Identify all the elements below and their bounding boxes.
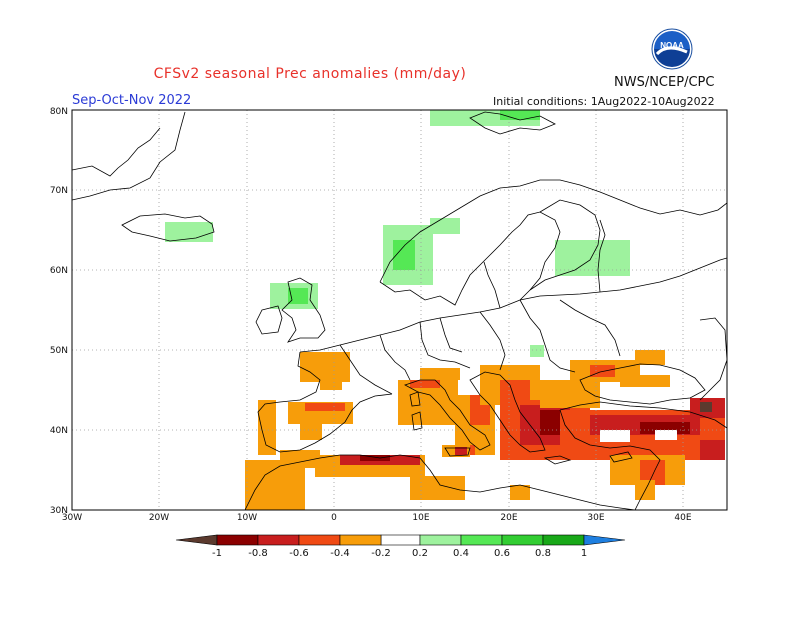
lat-label: 80N (50, 107, 68, 117)
lon-label: 30E (587, 513, 604, 523)
colorbar-label: -0.6 (289, 548, 309, 559)
colorbar-label: 1 (581, 548, 587, 559)
forecast-period: Sep-Oct-Nov 2022 (72, 93, 192, 108)
lon-label: 10W (237, 513, 257, 523)
noaa-logo: NOAA (651, 28, 693, 70)
colorbar-label: -0.4 (330, 548, 350, 559)
lon-label: 30W (62, 513, 82, 523)
lat-label: 40N (50, 426, 68, 436)
colorbar-box (542, 534, 585, 546)
agency-label: NWS/NCEP/CPC (614, 75, 715, 90)
lon-label: 40E (674, 513, 691, 523)
initial-conditions: Initial conditions: 1Aug2022-10Aug2022 (493, 95, 715, 108)
colorbar-box (257, 534, 300, 546)
svg-text:NOAA: NOAA (660, 41, 684, 50)
lon-label: 20W (149, 513, 169, 523)
colorbar-label: -1 (212, 548, 222, 559)
lat-label: 60N (50, 266, 68, 276)
lat-label: 30N (50, 506, 68, 516)
colorbar-label: 0.8 (535, 548, 551, 559)
colorbar-box (298, 534, 341, 546)
colorbar-label: -0.2 (371, 548, 391, 559)
colorbar-box (460, 534, 503, 546)
latitude-labels: 80N 70N 60N 50N 40N 30N (50, 107, 68, 516)
colorbar-label: 0.4 (453, 548, 469, 559)
colorbar-box (419, 534, 462, 546)
lon-label: 0 (331, 513, 337, 523)
colorbar-box (216, 534, 259, 546)
map-gridlines (72, 110, 727, 510)
colorbar-box (501, 534, 544, 546)
lon-label: 10E (412, 513, 429, 523)
colorbar-label: 0.6 (494, 548, 510, 559)
lat-label: 50N (50, 346, 68, 356)
lon-label: 20E (500, 513, 517, 523)
longitude-labels: 30W 20W 10W 0 10E 20E 30E 40E (62, 513, 692, 523)
colorbar-box (339, 534, 382, 546)
coastlines (72, 111, 727, 510)
colorbar-arrow-high (583, 534, 626, 546)
colorbar-label: -0.8 (248, 548, 268, 559)
colorbar-label: 0.2 (412, 548, 428, 559)
map-frame (71, 109, 728, 511)
colorbar-neutral-box (380, 534, 421, 546)
lat-label: 70N (50, 186, 68, 196)
chart-title: CFSv2 seasonal Prec anomalies (mm/day) (153, 66, 467, 82)
colorbar-arrow-low (175, 534, 218, 546)
